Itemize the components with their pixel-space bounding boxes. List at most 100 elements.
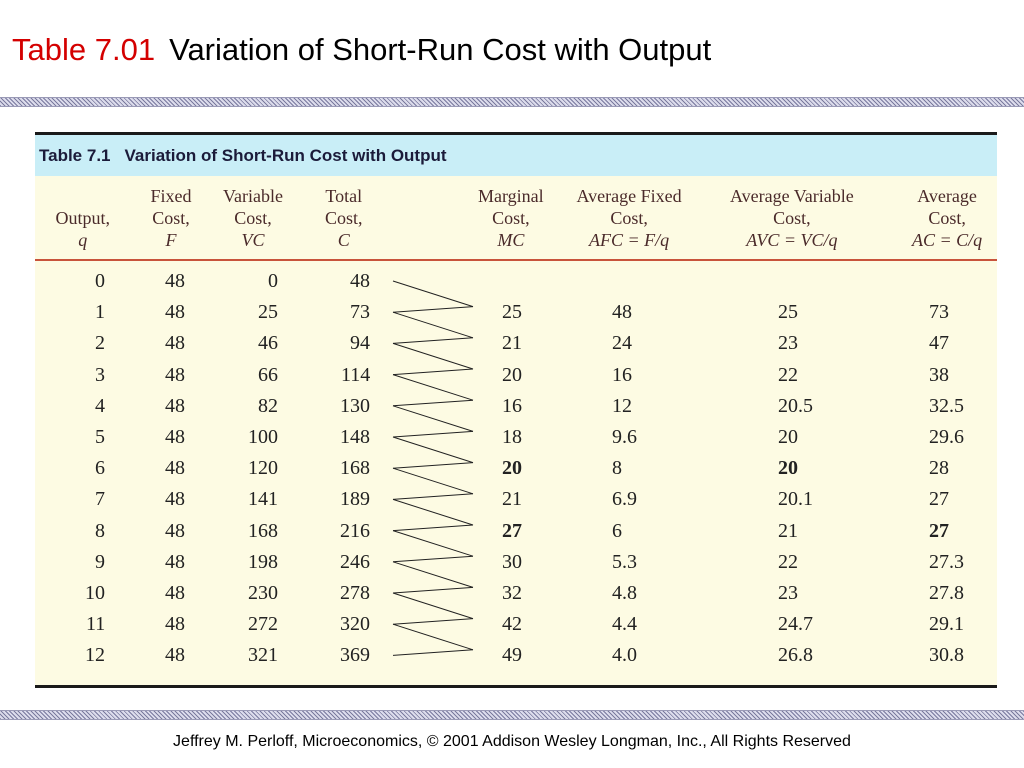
cell-output: 11 (86, 613, 106, 636)
cell-fixed-cost: 48 (165, 332, 185, 355)
cell-variable-cost: 141 (248, 488, 278, 511)
cell-total-cost: 73 (350, 301, 370, 324)
bottom-divider (0, 710, 1024, 720)
zigzag-line (392, 524, 474, 532)
cell-average-variable-cost: 23 (778, 332, 798, 355)
cell-average-variable-cost: 23 (778, 582, 798, 604)
column-header-average-variable-cost: Average Variable Cost, AVC = VC/q (730, 185, 854, 251)
slide-title-text: Variation of Short-Run Cost with Output (169, 32, 712, 67)
header-rule (35, 259, 997, 261)
zigzag-line (392, 530, 474, 557)
column-header-symbol: VC (241, 230, 265, 250)
zigzag-line (392, 592, 474, 620)
column-header-line: Average (917, 186, 977, 206)
cell-average-cost: 27 (929, 519, 949, 542)
cell-average-variable-cost: 20 (778, 457, 798, 480)
zigzag-line (392, 436, 474, 464)
column-header-symbol: AC = C/q (912, 230, 983, 250)
cell-fixed-cost: 48 (165, 519, 185, 542)
column-header-average-cost: Average Cost, AC = C/q (912, 185, 982, 251)
cell-output: 4 (95, 394, 105, 417)
cell-total-cost: 369 (340, 644, 370, 667)
cell-fixed-cost: 48 (165, 644, 185, 667)
cell-marginal-cost: 20 (502, 457, 522, 480)
cell-variable-cost: 0 (268, 270, 278, 292)
cell-fixed-cost: 48 (165, 550, 185, 573)
cell-average-cost: 29.6 (929, 426, 964, 448)
cell-average-fixed-cost: 5.3 (612, 550, 637, 573)
column-header-marginal-cost: Marginal Cost, MC (478, 185, 544, 251)
cell-average-fixed-cost: 4.0 (612, 644, 637, 667)
table-caption: Table 7.1 Variation of Short-Run Cost wit… (35, 135, 997, 176)
cell-fixed-cost: 48 (165, 301, 185, 324)
cell-marginal-cost: 32 (502, 582, 522, 604)
cell-marginal-cost: 18 (502, 426, 522, 448)
cell-marginal-cost: 49 (502, 644, 522, 667)
column-header-symbol: q (78, 230, 88, 250)
cell-average-fixed-cost: 4.4 (612, 613, 637, 636)
cell-average-cost: 27.3 (929, 550, 964, 573)
cell-average-cost: 28 (929, 457, 949, 480)
cell-average-variable-cost: 24.7 (778, 613, 813, 636)
cell-average-cost: 32.5 (929, 394, 964, 417)
zigzag-line (392, 430, 474, 438)
column-header-average-fixed-cost: Average Fixed Cost, AFC = F/q (577, 185, 682, 251)
top-divider (0, 97, 1024, 107)
cell-fixed-cost: 48 (165, 488, 185, 511)
column-header-symbol: AFC = F/q (589, 230, 670, 250)
cell-fixed-cost: 48 (165, 426, 185, 448)
zigzag-line (392, 280, 474, 308)
cell-total-cost: 246 (340, 550, 370, 573)
copyright-footer: Jeffrey M. Perloff, Microeconomics, © 20… (173, 733, 851, 750)
column-header-symbol: F (165, 230, 177, 250)
cell-average-variable-cost: 20 (778, 426, 798, 448)
cell-average-fixed-cost: 4.8 (612, 582, 637, 604)
column-header-symbol: MC (497, 230, 525, 250)
cell-average-variable-cost: 20.1 (778, 488, 813, 511)
cell-average-variable-cost: 25 (778, 301, 798, 324)
column-header-symbol: AVC = VC/q (746, 230, 838, 250)
cell-variable-cost: 66 (258, 363, 278, 386)
cell-output: 12 (85, 644, 105, 667)
table-caption-number: Table 7.1 (39, 146, 111, 165)
cell-fixed-cost: 48 (165, 363, 185, 386)
cell-fixed-cost: 48 (165, 394, 185, 417)
column-header-line: Total (325, 186, 363, 206)
cell-output: 5 (95, 426, 105, 448)
cell-average-fixed-cost: 12 (612, 394, 632, 417)
cell-output: 1 (95, 301, 105, 324)
cell-total-cost: 94 (350, 332, 370, 355)
zigzag-line (392, 342, 474, 370)
cell-marginal-cost: 42 (502, 613, 522, 636)
cell-output: 6 (95, 457, 105, 480)
cell-output: 9 (95, 550, 105, 573)
cell-variable-cost: 46 (258, 332, 278, 355)
column-header-line: Cost, (610, 208, 648, 228)
column-header-line: Cost, (325, 208, 363, 228)
cell-variable-cost: 168 (248, 519, 278, 542)
cell-variable-cost: 120 (248, 457, 278, 480)
cell-marginal-cost: 25 (502, 301, 522, 324)
zigzag-line (392, 306, 474, 313)
cell-total-cost: 168 (340, 457, 370, 480)
column-header-line: Cost, (773, 208, 811, 228)
cell-variable-cost: 272 (248, 613, 278, 636)
cell-output: 7 (95, 488, 105, 511)
column-header-line: Average Fixed (576, 186, 682, 206)
zigzag-line (392, 405, 474, 432)
column-header-fixed-cost: Fixed Cost, F (151, 185, 192, 251)
column-header-line: Cost, (492, 208, 530, 228)
zigzag-line (392, 586, 474, 594)
cell-average-fixed-cost: 24 (612, 332, 632, 355)
cell-output: 8 (95, 519, 105, 542)
column-header-line (56, 185, 111, 207)
cell-average-fixed-cost: 9.6 (612, 426, 637, 448)
cost-table: Table 7.1 Variation of Short-Run Cost wit… (35, 132, 997, 688)
cell-variable-cost: 321 (248, 644, 278, 667)
cell-output: 3 (95, 363, 105, 386)
cell-variable-cost: 230 (248, 582, 278, 604)
cell-average-fixed-cost: 8 (612, 457, 622, 480)
column-header-total-cost: Total Cost, C (325, 185, 363, 251)
cell-average-cost: 27 (929, 488, 949, 511)
cell-total-cost: 278 (340, 582, 370, 604)
